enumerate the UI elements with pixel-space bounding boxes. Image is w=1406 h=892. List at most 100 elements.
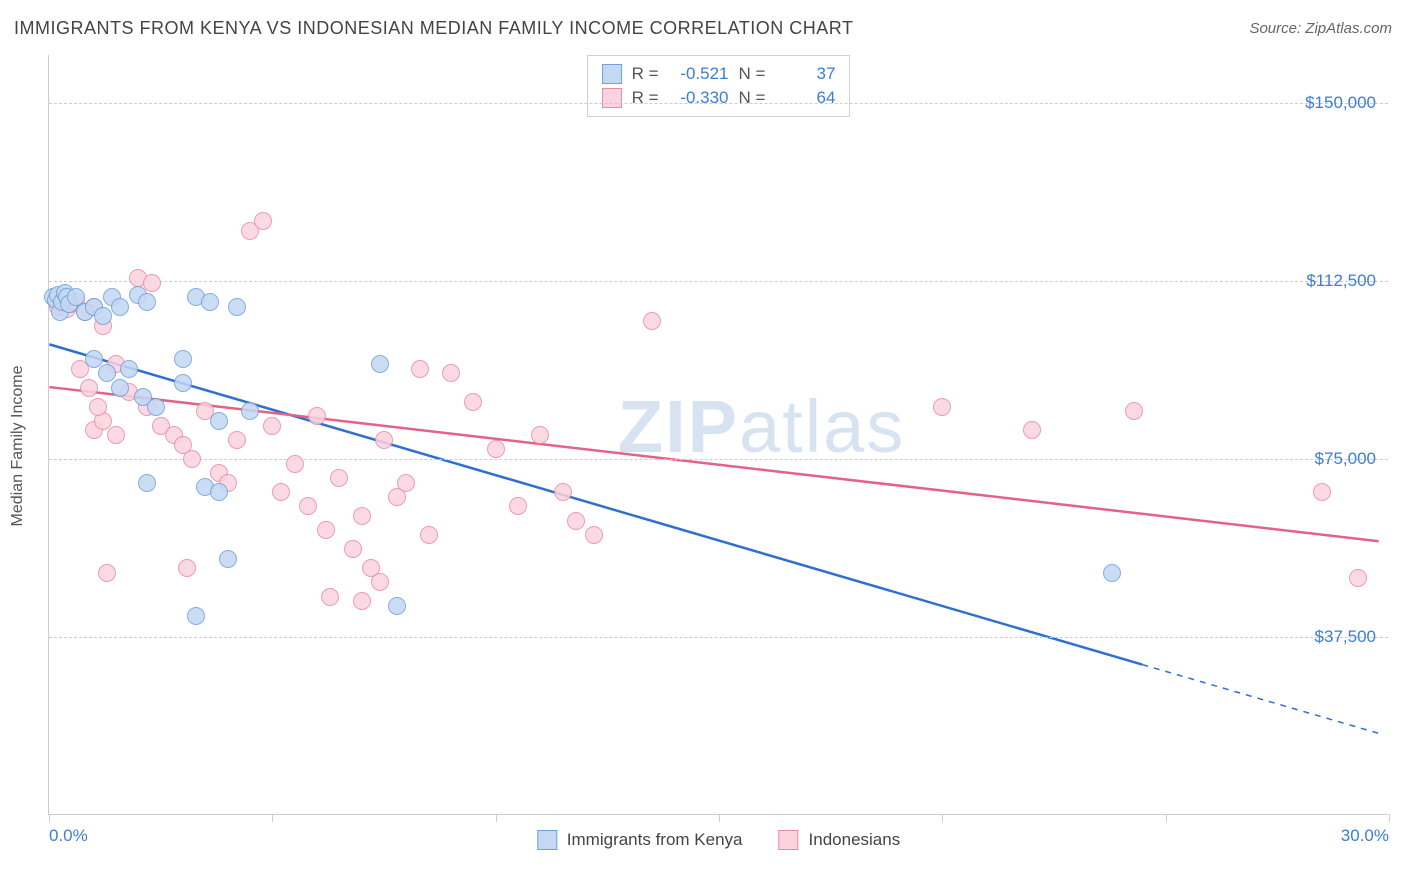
data-point-indonesia	[344, 540, 362, 558]
gridline-h	[49, 103, 1388, 104]
data-point-indonesia	[509, 497, 527, 515]
gridline-h	[49, 637, 1388, 638]
gridline-h	[49, 459, 1388, 460]
data-point-indonesia	[567, 512, 585, 530]
legend-row-indonesia: R = -0.330 N = 64	[602, 86, 836, 110]
data-point-indonesia	[178, 559, 196, 577]
data-point-kenya	[371, 355, 389, 373]
regression-line-dashed-kenya	[1142, 665, 1378, 734]
x-tick	[942, 814, 943, 822]
swatch-kenya	[602, 64, 622, 84]
data-point-indonesia	[353, 507, 371, 525]
data-point-kenya	[138, 474, 156, 492]
data-point-indonesia	[464, 393, 482, 411]
x-tick	[49, 814, 50, 822]
n-label: N =	[739, 88, 766, 108]
x-tick	[1389, 814, 1390, 822]
x-tick	[272, 814, 273, 822]
data-point-indonesia	[308, 407, 326, 425]
data-point-indonesia	[321, 588, 339, 606]
y-axis-label: Median Family Income	[9, 366, 27, 527]
data-point-indonesia	[1349, 569, 1367, 587]
data-point-kenya	[210, 412, 228, 430]
data-point-kenya	[111, 379, 129, 397]
data-point-indonesia	[531, 426, 549, 444]
data-point-kenya	[187, 607, 205, 625]
data-point-indonesia	[933, 398, 951, 416]
y-tick-label: $150,000	[1305, 93, 1376, 113]
n-label: N =	[739, 64, 766, 84]
data-point-indonesia	[98, 564, 116, 582]
plot-area: ZIPatlas R = -0.521 N = 37 R = -0.330 N …	[48, 55, 1388, 815]
data-point-kenya	[388, 597, 406, 615]
data-point-kenya	[1103, 564, 1121, 582]
data-point-indonesia	[411, 360, 429, 378]
swatch-kenya	[537, 830, 557, 850]
r-label: R =	[632, 64, 659, 84]
data-point-indonesia	[263, 417, 281, 435]
data-point-kenya	[85, 350, 103, 368]
legend-label-kenya: Immigrants from Kenya	[567, 830, 743, 850]
watermark-bold: ZIP	[618, 385, 739, 468]
legend-label-indonesia: Indonesians	[809, 830, 901, 850]
legend-row-kenya: R = -0.521 N = 37	[602, 62, 836, 86]
r-label: R =	[632, 88, 659, 108]
data-point-indonesia	[272, 483, 290, 501]
correlation-legend: R = -0.521 N = 37 R = -0.330 N = 64	[587, 55, 851, 117]
x-tick	[1166, 814, 1167, 822]
chart-title: IMMIGRANTS FROM KENYA VS INDONESIAN MEDI…	[14, 18, 853, 39]
source-attribution: Source: ZipAtlas.com	[1249, 20, 1392, 37]
gridline-h	[49, 281, 1388, 282]
data-point-indonesia	[487, 440, 505, 458]
watermark-light: atlas	[739, 385, 905, 468]
data-point-indonesia	[397, 474, 415, 492]
legend-item-kenya: Immigrants from Kenya	[537, 830, 743, 850]
data-point-kenya	[138, 293, 156, 311]
n-value-indonesia: 64	[775, 88, 835, 108]
series-legend: Immigrants from Kenya Indonesians	[537, 830, 900, 850]
data-point-indonesia	[371, 573, 389, 591]
data-point-kenya	[201, 293, 219, 311]
data-point-indonesia	[643, 312, 661, 330]
data-point-indonesia	[330, 469, 348, 487]
data-point-indonesia	[585, 526, 603, 544]
data-point-kenya	[228, 298, 246, 316]
data-point-indonesia	[89, 398, 107, 416]
data-point-kenya	[111, 298, 129, 316]
data-point-indonesia	[107, 426, 125, 444]
data-point-indonesia	[254, 212, 272, 230]
data-point-indonesia	[286, 455, 304, 473]
data-point-indonesia	[80, 379, 98, 397]
data-point-kenya	[174, 350, 192, 368]
data-point-indonesia	[353, 592, 371, 610]
n-value-kenya: 37	[775, 64, 835, 84]
data-point-indonesia	[442, 364, 460, 382]
data-point-kenya	[219, 550, 237, 568]
data-point-indonesia	[317, 521, 335, 539]
swatch-indonesia	[779, 830, 799, 850]
data-point-kenya	[241, 402, 259, 420]
data-point-indonesia	[554, 483, 572, 501]
y-tick-label: $112,500	[1306, 271, 1376, 291]
data-point-kenya	[94, 307, 112, 325]
y-tick-label: $75,000	[1315, 449, 1376, 469]
data-point-indonesia	[1125, 402, 1143, 420]
r-value-indonesia: -0.330	[669, 88, 729, 108]
y-tick-label: $37,500	[1315, 627, 1376, 647]
legend-item-indonesia: Indonesians	[779, 830, 901, 850]
regression-lines	[49, 55, 1388, 814]
data-point-indonesia	[228, 431, 246, 449]
data-point-indonesia	[299, 497, 317, 515]
r-value-kenya: -0.521	[669, 64, 729, 84]
x-tick-label: 0.0%	[49, 826, 88, 846]
data-point-indonesia	[1023, 421, 1041, 439]
data-point-kenya	[120, 360, 138, 378]
chart-header: IMMIGRANTS FROM KENYA VS INDONESIAN MEDI…	[14, 18, 1392, 39]
x-tick	[719, 814, 720, 822]
watermark: ZIPatlas	[618, 384, 905, 469]
x-tick	[496, 814, 497, 822]
data-point-indonesia	[1313, 483, 1331, 501]
data-point-kenya	[147, 398, 165, 416]
data-point-kenya	[210, 483, 228, 501]
x-tick-label: 30.0%	[1341, 826, 1389, 846]
